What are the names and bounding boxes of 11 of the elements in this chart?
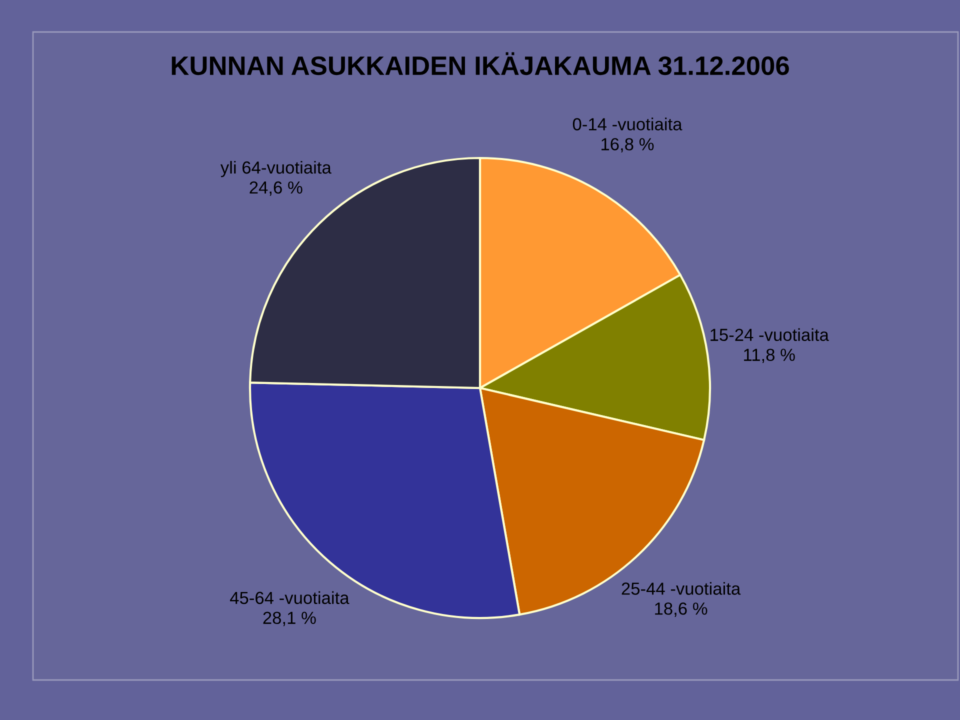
data-label: 18,6 % [655, 602, 708, 617]
data-label: 16,8 % [602, 138, 654, 152]
data-label: 24,6 % [250, 181, 302, 196]
data-label: 28,1 % [263, 612, 316, 626]
slice-label: 0-14 -vuotiaita [572, 118, 682, 130]
slice-label: 15-24 -vuotiaita [710, 328, 829, 342]
chart-title: KUNNAN ASUKKAIDEN IKÄJAKAUMA 31.12.2006 [172, 52, 789, 76]
slice-label: yli 64-vuotiaita [220, 160, 332, 178]
slice-label: 45-64 -vuotiaita [230, 591, 350, 604]
slice-label: 25-44 -vuotiaita [622, 582, 741, 595]
data-label: 11,8 % [744, 348, 795, 364]
